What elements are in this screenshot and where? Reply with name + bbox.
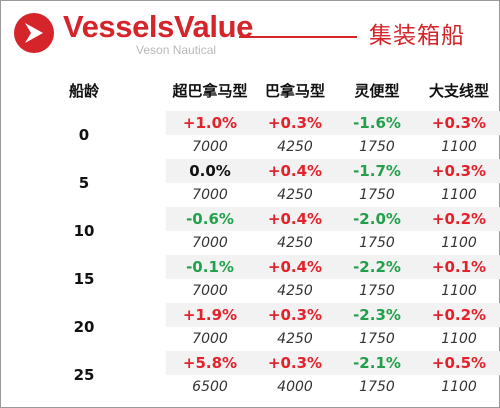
table-row: 25 +5.8% 6500 +0.3% 4000 -2.1% 1750 +0.5% 1100 [1,351,500,399]
header-divider [239,36,357,38]
change-cell-panamax: +0.3% [267,306,323,324]
table-row: 15 -0.1% 7000 +0.4% 4250 -2.2% 1750 +0.1% 1100 [1,255,500,303]
change-cell-handy: -1.7% [353,162,401,180]
value-cell-feedermax: 1100 [441,283,477,299]
age-cell: 5 [78,174,90,192]
value-cell-post-panamax: 7000 [192,331,228,347]
change-cell-post-panamax: +1.9% [182,306,238,324]
vesselsvalue-logo-icon [14,13,54,53]
value-cell-post-panamax: 6500 [192,379,228,395]
change-cell-panamax: +0.3% [267,114,323,132]
change-cell-feedermax: +0.3% [431,162,487,180]
change-cell-panamax: +0.4% [267,258,323,276]
value-cell-handy: 1750 [359,187,395,203]
change-cell-post-panamax: -0.1% [186,258,234,276]
value-cell-post-panamax: 7000 [192,283,228,299]
column-header-panamax: 巴拿马型 [264,82,325,100]
age-cell: 25 [73,366,95,384]
table-row: 0 +1.0% 7000 +0.3% 4250 -1.6% 1750 +0.3% 1100 [1,111,500,159]
value-cell-feedermax: 1100 [441,235,477,251]
page-title: 集装箱船 [369,23,465,49]
row-highlight [166,351,500,375]
value-cell-panamax: 4250 [277,139,313,155]
change-cell-feedermax: +0.2% [431,306,487,324]
value-cell-post-panamax: 7000 [192,139,228,155]
change-cell-panamax: +0.4% [267,162,323,180]
change-cell-panamax: +0.4% [267,210,323,228]
value-cell-panamax: 4250 [277,331,313,347]
row-highlight [166,207,500,231]
value-cell-handy: 1750 [359,235,395,251]
change-cell-handy: -2.0% [353,210,401,228]
age-cell: 20 [73,318,95,336]
change-cell-panamax: +0.3% [267,354,323,372]
change-cell-feedermax: +0.3% [431,114,487,132]
table-row: 10 -0.6% 7000 +0.4% 4250 -2.0% 1750 +0.2% 1100 [1,207,500,255]
age-cell: 15 [73,270,95,288]
row-highlight [166,303,500,327]
change-cell-post-panamax: -0.6% [186,210,234,228]
brand-subtitle: Veson Nautical [136,43,217,57]
row-highlight [166,111,500,135]
value-cell-handy: 1750 [359,331,395,347]
table-header: 船龄 超巴拿马型 巴拿马型 灵便型 大支线型 [1,73,500,109]
age-cell: 10 [73,222,95,240]
change-cell-post-panamax: +5.8% [182,354,238,372]
value-cell-handy: 1750 [359,379,395,395]
value-cell-feedermax: 1100 [441,331,477,347]
column-header-handy: 灵便型 [354,82,400,100]
change-cell-feedermax: +0.2% [431,210,487,228]
column-header-post-panamax: 超巴拿马型 [172,82,248,100]
change-cell-feedermax: +0.1% [431,258,487,276]
row-highlight [166,255,500,279]
change-cell-handy: -2.2% [353,258,401,276]
value-cell-post-panamax: 7000 [192,235,228,251]
column-header-feedermax: 大支线型 [428,82,489,100]
change-cell-handy: -1.6% [353,114,401,132]
value-cell-feedermax: 1100 [441,187,477,203]
header: VesselsValue Veson Nautical 集装箱船 [1,1,500,69]
value-cell-post-panamax: 7000 [192,187,228,203]
value-cell-feedermax: 1100 [441,379,477,395]
value-cell-panamax: 4250 [277,283,313,299]
change-cell-post-panamax: 0.0% [189,162,231,180]
value-cell-panamax: 4000 [277,379,313,395]
brand-name: VesselsValue [63,9,253,44]
table-row: 5 0.0% 7000 +0.4% 4250 -1.7% 1750 +0.3% 1100 [1,159,500,207]
change-cell-feedermax: +0.5% [431,354,487,372]
age-cell: 0 [78,126,90,144]
table-row: 20 +1.9% 7000 +0.3% 4250 -2.3% 1750 +0.2% 1100 [1,303,500,351]
value-cell-panamax: 4250 [277,187,313,203]
change-cell-handy: -2.3% [353,306,401,324]
value-cell-handy: 1750 [359,283,395,299]
change-cell-handy: -2.1% [353,354,401,372]
value-cell-panamax: 4250 [277,235,313,251]
value-cell-handy: 1750 [359,139,395,155]
column-header-age: 船龄 [68,82,99,100]
change-cell-post-panamax: +1.0% [182,114,238,132]
value-cell-feedermax: 1100 [441,139,477,155]
row-highlight [166,159,500,183]
